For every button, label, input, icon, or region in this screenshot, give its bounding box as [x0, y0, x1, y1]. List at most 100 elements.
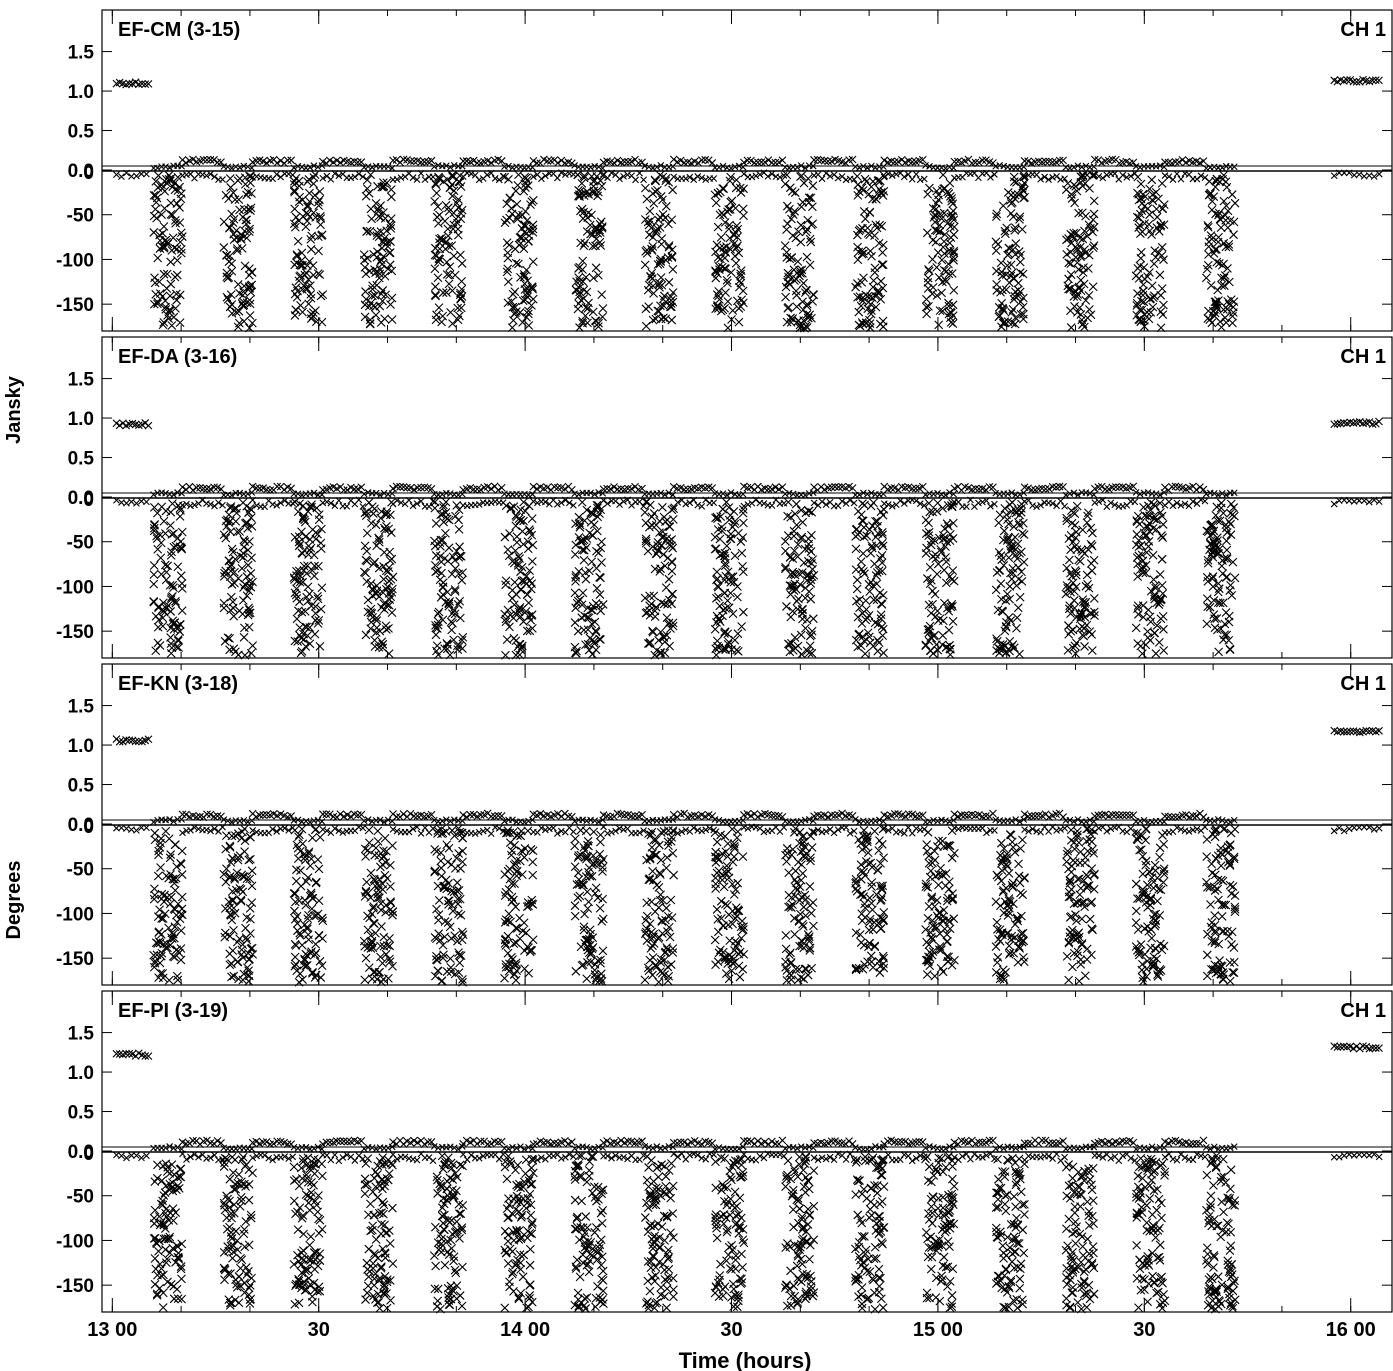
phase-point [632, 176, 639, 184]
phase-point [382, 237, 392, 247]
phase-point [314, 896, 324, 906]
phase-point [993, 239, 1003, 249]
phase-point [230, 195, 240, 205]
phase-point [655, 259, 665, 269]
phase-point [932, 263, 942, 272]
amplitude-point [505, 162, 512, 170]
phase-point [733, 241, 742, 251]
phase-point [660, 561, 670, 571]
phase-point [1157, 178, 1167, 188]
amplitude-point [325, 810, 334, 819]
phase-point [736, 278, 746, 288]
phase-point [384, 649, 394, 659]
amplitude-point [1074, 162, 1082, 170]
amplitude-point [138, 79, 146, 88]
phase-point [1217, 273, 1226, 283]
phase-point [1157, 580, 1167, 590]
phase-point [865, 208, 875, 217]
phase-point [159, 242, 169, 251]
amplitude-point [638, 158, 646, 167]
amplitude-point [134, 421, 143, 430]
phase-point [234, 195, 244, 205]
phase-point [714, 291, 723, 301]
phase-point [525, 576, 535, 586]
phase-point [305, 861, 315, 871]
phase-point [924, 301, 933, 311]
phase-point [247, 553, 256, 563]
phase-point [382, 226, 392, 236]
phase-point [667, 558, 677, 567]
phase-point [1161, 172, 1169, 179]
phase-point [792, 596, 802, 606]
phase-point [1154, 637, 1164, 647]
phase-point [175, 203, 184, 212]
y-tick-label: 0 [83, 817, 94, 838]
phase-point [269, 500, 277, 508]
phase-point [598, 304, 608, 313]
phase-point [1145, 210, 1155, 220]
phase-point [169, 904, 179, 914]
phase-point [1009, 177, 1019, 186]
phase-point [578, 316, 587, 326]
phase-point [306, 244, 316, 254]
amplitude-point [182, 158, 190, 167]
phase-point [528, 294, 538, 304]
phase-point [579, 173, 589, 183]
phase-point [851, 531, 861, 541]
phase-point [224, 556, 234, 566]
phase-point [731, 258, 741, 268]
phase-point [421, 176, 429, 184]
phase-point [1136, 194, 1146, 204]
phase-point [726, 268, 736, 277]
phase-point [924, 265, 933, 274]
target-amplitude [150, 482, 1238, 499]
amplitude-point [339, 486, 348, 495]
amplitude-point [1333, 419, 1342, 428]
phase-point [923, 189, 933, 199]
phase-point [1070, 198, 1079, 208]
phase-point [1135, 315, 1145, 325]
phase-point [686, 173, 694, 181]
amplitude-point [789, 490, 797, 498]
y-tick-label: 1.0 [68, 409, 94, 430]
amplitude-point [532, 159, 541, 167]
phase-point [713, 582, 723, 592]
amplitude-point [785, 164, 793, 172]
amplitude-point [1218, 164, 1226, 172]
phase-point [888, 172, 896, 179]
amplitude-point [657, 161, 665, 169]
phase-point [997, 267, 1007, 277]
amplitude-point [1336, 419, 1345, 428]
phase-point [311, 213, 321, 222]
phase-point [752, 172, 760, 180]
phase-point [1079, 322, 1089, 332]
phase-point [487, 169, 495, 177]
amplitude-point [459, 157, 468, 165]
phase-point [1227, 190, 1237, 199]
phase-point [456, 288, 465, 298]
phase-point [432, 188, 442, 198]
y-tick-label: 0 [83, 163, 94, 184]
amplitude-point [739, 490, 747, 498]
phase-point [947, 194, 957, 203]
phase-point [514, 259, 523, 269]
phase-point [516, 272, 525, 282]
phase-point [598, 312, 607, 322]
phase-point [512, 199, 522, 209]
phase-point [413, 176, 421, 184]
phase-point [644, 302, 654, 312]
phase-point [900, 500, 908, 507]
phase-point [796, 630, 806, 640]
amplitude-point [620, 157, 629, 166]
phase-point [723, 323, 733, 333]
y-tick-label: 1.5 [68, 697, 95, 718]
phase-point [768, 502, 776, 509]
phase-point [452, 501, 462, 510]
phase-point [1211, 510, 1221, 520]
phase-point [715, 243, 725, 253]
phase-point [1062, 249, 1072, 259]
phase-point [301, 208, 311, 218]
amplitude-point [1070, 489, 1078, 497]
phase-point [442, 257, 452, 267]
phase-point [227, 580, 237, 589]
